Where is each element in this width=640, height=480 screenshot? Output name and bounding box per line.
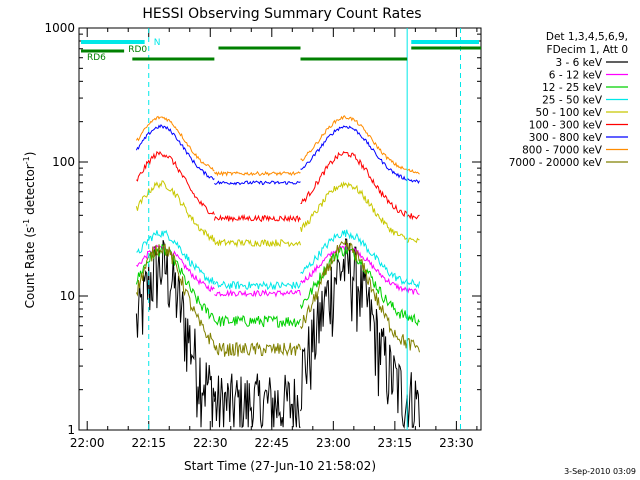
x-axis-label: Start Time (27-Jun-10 21:58:02) xyxy=(184,459,376,473)
axis-ticks xyxy=(79,27,481,431)
series-line-2 xyxy=(136,244,215,293)
x-tick-label: 22:30 xyxy=(193,436,228,450)
series-line-7 xyxy=(214,180,301,186)
x-tick-label: 23:00 xyxy=(316,436,351,450)
series-line-3 xyxy=(300,246,408,320)
series-line-1 xyxy=(300,238,408,430)
observing-flags: N RD0 RD6 xyxy=(81,28,481,430)
chart-title: HESSI Observing Summary Count Rates xyxy=(142,6,421,22)
legend-entry-label: 50 - 100 keV xyxy=(535,107,602,119)
x-tick-label: 22:00 xyxy=(70,436,105,450)
plot-area: N RD0 RD6 xyxy=(78,27,482,431)
series-line-4 xyxy=(136,229,215,285)
series-line-6 xyxy=(300,151,408,218)
rd0-flag-label: RD0 xyxy=(128,45,147,55)
legend-entry-label: 12 - 25 keV xyxy=(542,82,603,94)
series-line-3 xyxy=(406,313,420,327)
series-line-2 xyxy=(214,288,301,298)
series-line-3 xyxy=(214,314,301,328)
x-tick-label: 22:45 xyxy=(254,436,289,450)
x-tick-label: 22:15 xyxy=(131,436,166,450)
series-line-1 xyxy=(213,373,301,429)
legend-entry-label: 25 - 50 keV xyxy=(542,95,603,107)
series-line-6 xyxy=(213,213,301,223)
y-axis-label: Count Rate (s-1 detector-1) xyxy=(22,152,37,309)
series-line-8 xyxy=(213,170,301,177)
y-tick-label: 1000 xyxy=(44,21,75,35)
series-line-5 xyxy=(213,238,301,248)
series-line-1 xyxy=(406,372,420,428)
series-line-5 xyxy=(135,180,215,242)
series-line-8 xyxy=(300,115,408,170)
series-line-7 xyxy=(135,123,215,181)
series-line-2 xyxy=(406,287,420,295)
legend: Det 1,3,4,5,6,9, FDecim 1, Att 0 3 - 6 k… xyxy=(509,31,628,169)
series-line-6 xyxy=(136,150,215,215)
series-line-9 xyxy=(300,240,408,349)
series-line-4 xyxy=(406,278,420,289)
plot-frame xyxy=(78,27,482,431)
x-tick-label: 23:30 xyxy=(439,436,474,450)
data-series xyxy=(135,115,420,430)
y-tick-labels: 1 10 100 1000 xyxy=(44,21,75,437)
series-line-7 xyxy=(300,125,408,182)
series-line-9 xyxy=(213,341,301,357)
legend-entry-label: 6 - 12 keV xyxy=(549,70,603,82)
legend-entry-label: 100 - 300 keV xyxy=(529,120,603,132)
legend-entry-label: 3 - 6 keV xyxy=(555,57,602,69)
timestamp: 3-Sep-2010 03:09 xyxy=(564,467,636,476)
legend-entry-label: 300 - 800 keV xyxy=(529,132,603,144)
rd6-flag-label: RD6 xyxy=(87,53,106,63)
y-tick-label: 10 xyxy=(60,289,75,303)
x-tick-label: 23:15 xyxy=(378,436,413,450)
series-line-7 xyxy=(407,178,420,185)
y-tick-label: 1 xyxy=(67,423,75,437)
series-line-8 xyxy=(135,115,215,172)
series-line-5 xyxy=(406,237,420,244)
legend-entry-label: 7000 - 20000 keV xyxy=(509,157,603,169)
series-line-5 xyxy=(300,181,408,240)
series-line-1 xyxy=(135,240,215,428)
legend-header-line-2: FDecim 1, Att 0 xyxy=(547,44,628,56)
legend-entry-label: 800 - 7000 keV xyxy=(522,145,603,157)
series-line-9 xyxy=(135,243,215,349)
series-line-9 xyxy=(406,338,420,353)
legend-header-line-1: Det 1,3,4,5,6,9, xyxy=(546,31,628,43)
y-tick-label: 100 xyxy=(52,155,75,169)
series-line-6 xyxy=(406,213,420,221)
x-tick-labels: 22:00 22:15 22:30 22:45 23:00 23:15 23:30 xyxy=(70,436,474,450)
series-line-8 xyxy=(406,168,420,175)
night-flag-label: N xyxy=(154,38,161,48)
series-line-4 xyxy=(214,280,301,291)
series-line-4 xyxy=(300,229,408,286)
